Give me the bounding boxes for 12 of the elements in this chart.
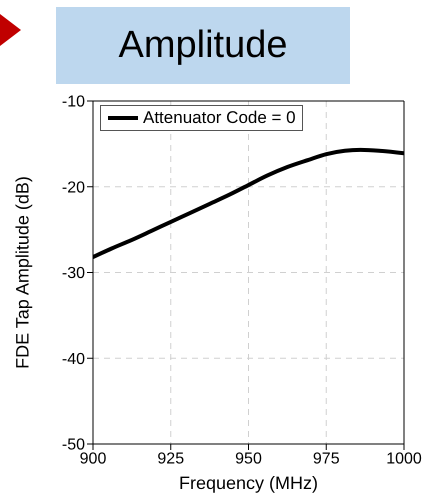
x-axis-title: Frequency (MHz) <box>178 473 318 493</box>
legend-label: Attenuator Code = 0 <box>143 108 296 128</box>
x-tick-label: 975 <box>312 450 340 468</box>
y-tick-label: -20 <box>62 179 86 196</box>
y-tick-label: -30 <box>62 265 86 282</box>
y-tick-label: -40 <box>62 350 86 368</box>
x-tick-label: 925 <box>157 450 184 468</box>
chart-title: Amplitude <box>56 7 350 84</box>
x-tick-label: 950 <box>235 450 262 468</box>
y-axis-title: FDE Tap Amplitude (dB) <box>12 176 32 369</box>
x-tick-label: 1000 <box>386 450 422 468</box>
y-tick-label: -10 <box>62 94 86 111</box>
